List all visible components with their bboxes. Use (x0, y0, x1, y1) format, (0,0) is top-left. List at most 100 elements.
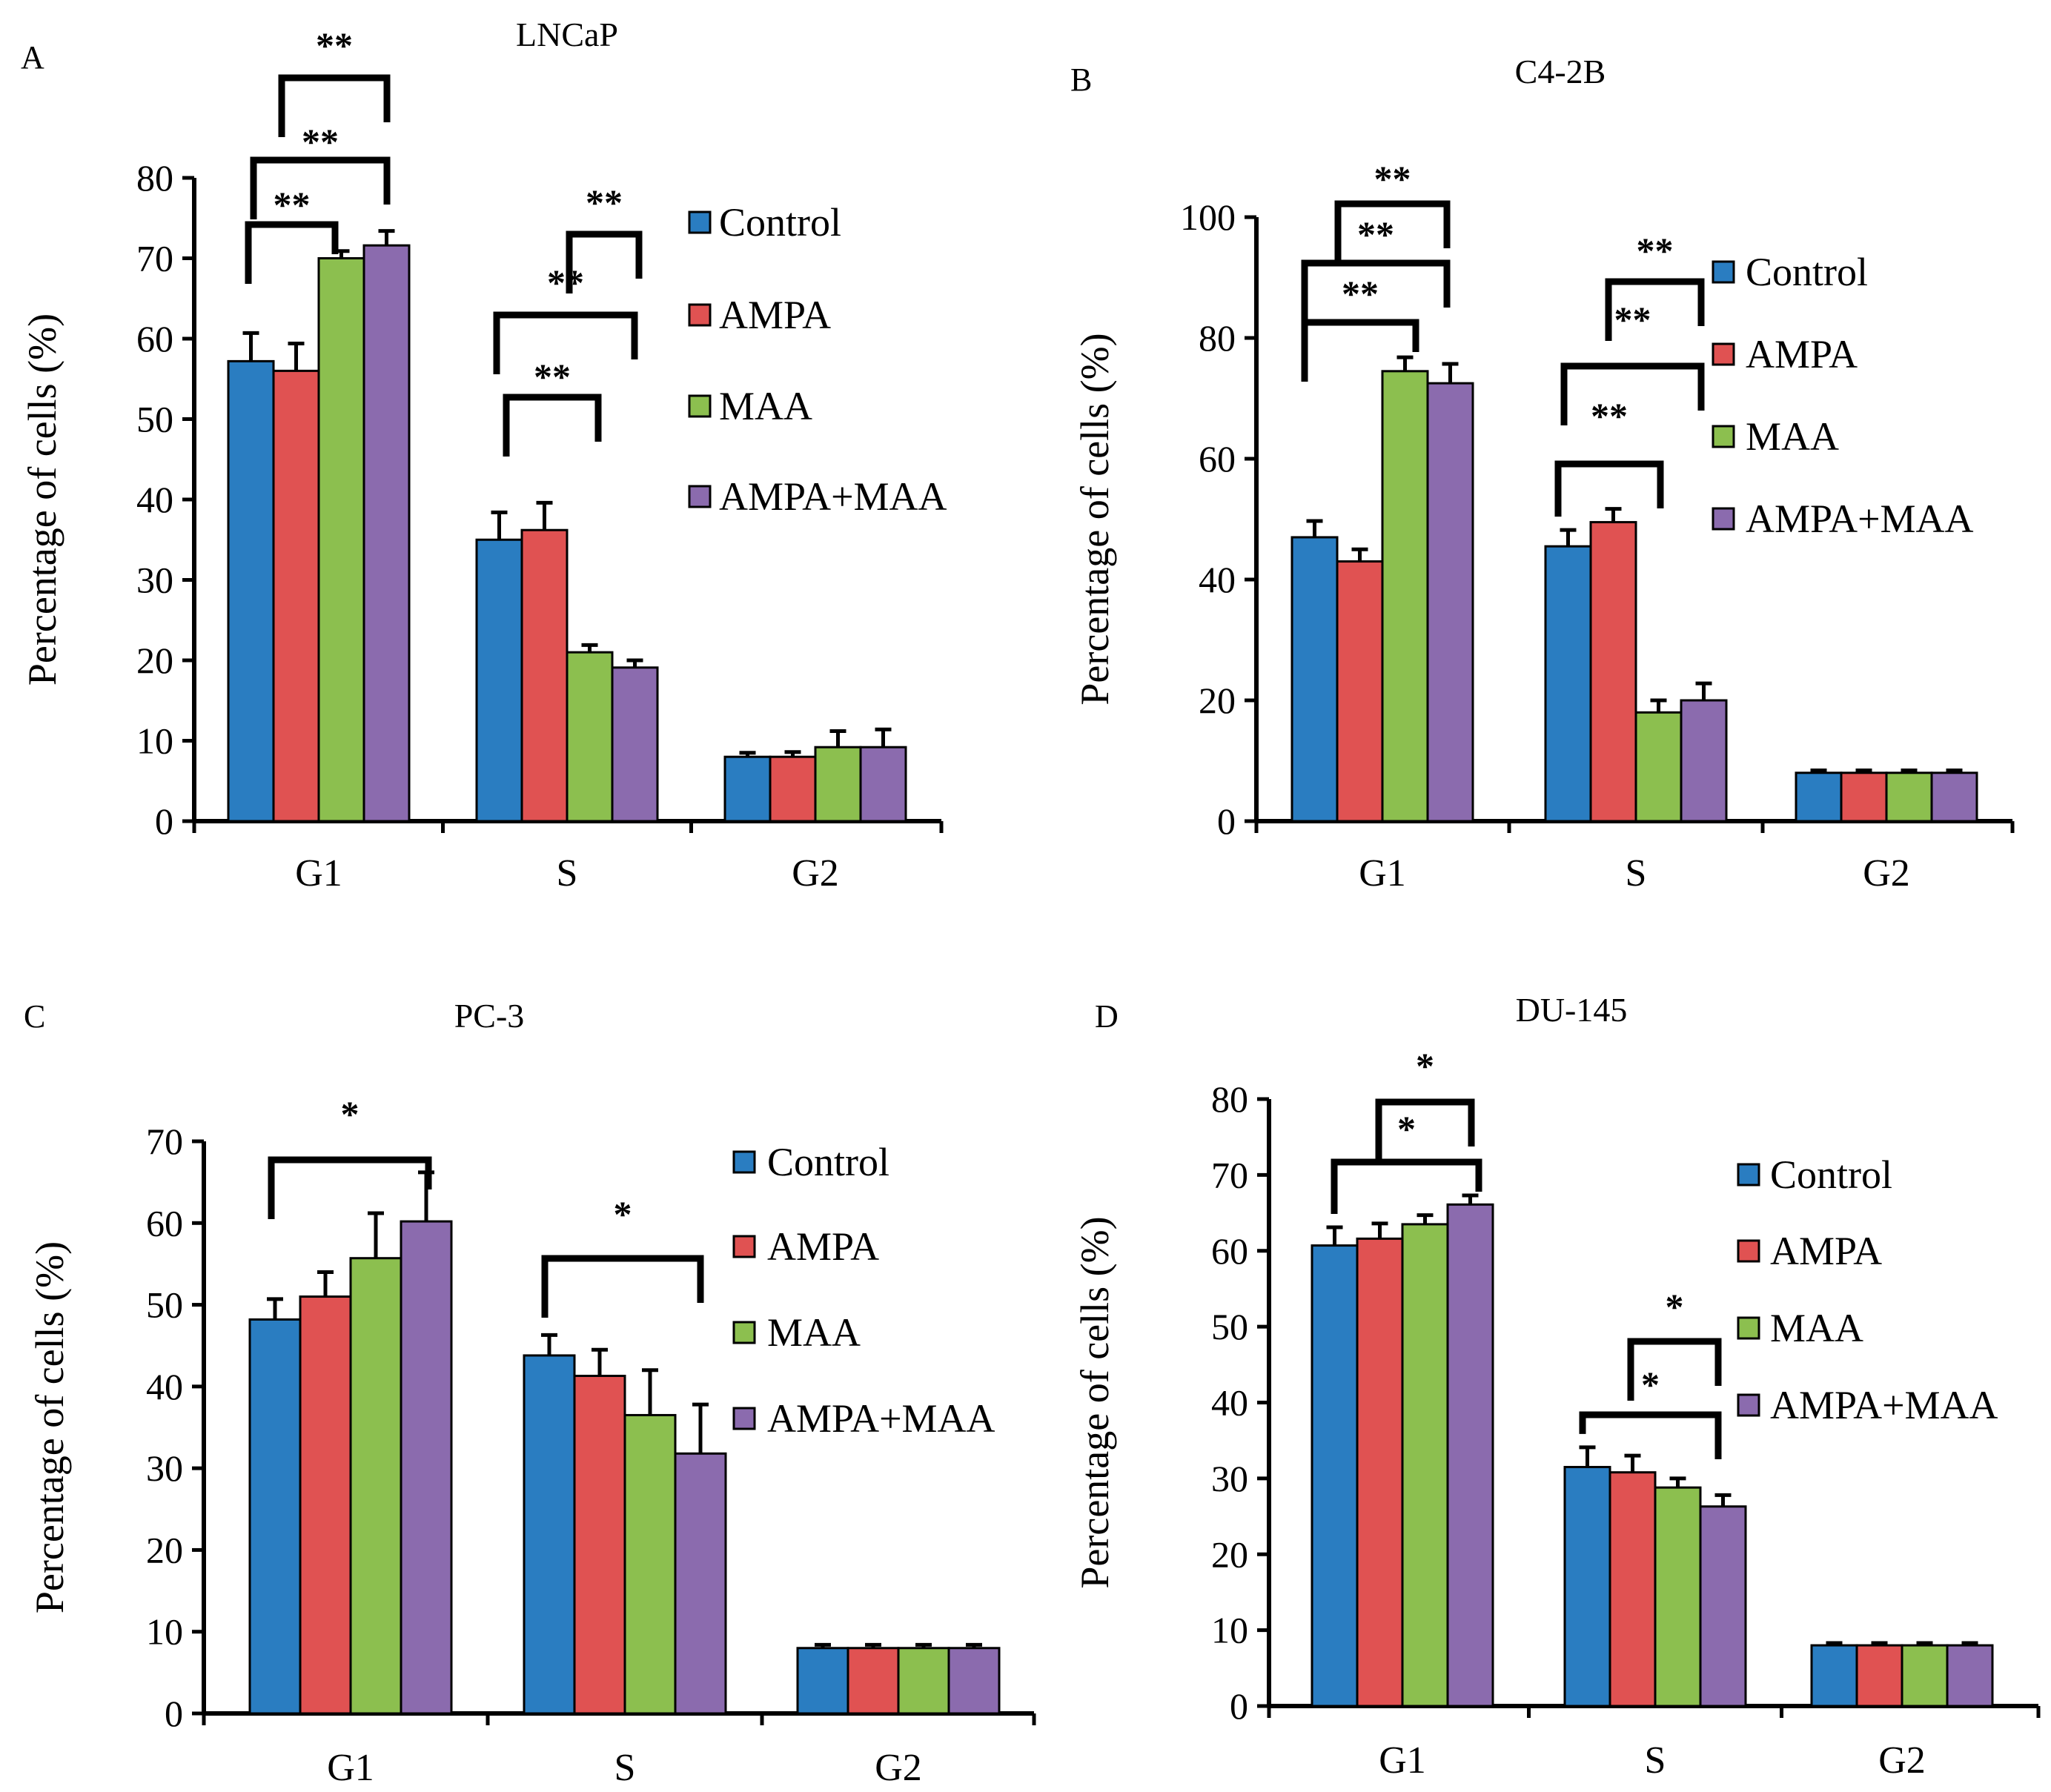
y-tick-label: 40 (1199, 559, 1236, 600)
y-tick-label: 20 (146, 1529, 183, 1570)
bar-ampa-s (1608, 1471, 1657, 1708)
bar-ampa-g2 (769, 755, 817, 823)
legend-swatch (688, 210, 712, 234)
bar-maa-g1 (349, 1257, 402, 1715)
bar-maa-g2 (1901, 1644, 1949, 1708)
significance-bracket (541, 1255, 704, 1318)
legend-swatch (1712, 425, 1735, 448)
panel-letter: C (24, 998, 45, 1035)
bar-ampa-g1 (299, 1295, 352, 1715)
legend-swatch (1737, 1239, 1760, 1263)
bar-ampa-g2 (846, 1647, 900, 1715)
significance-bracket (1554, 460, 1664, 517)
bar-ampa-g2 (1840, 771, 1888, 823)
bar-control-s (1544, 545, 1592, 823)
y-tick-label: 50 (146, 1284, 183, 1326)
significance-label: ** (302, 121, 339, 162)
bar-control-g1 (227, 359, 275, 823)
y-tick-label: 60 (146, 1202, 183, 1244)
y-tick-label: 30 (136, 560, 173, 601)
bar-ampa-maa-g2 (859, 746, 907, 823)
bar-ampa-s (520, 528, 569, 823)
y-tick-label: 80 (1211, 1078, 1248, 1120)
bar-ampa-maa-g1 (1446, 1203, 1494, 1708)
significance-label: ** (1637, 230, 1674, 271)
significance-label: ** (316, 24, 353, 66)
legend-entry: AMPA (1770, 1229, 1882, 1273)
bar-control-s (1563, 1466, 1611, 1708)
legend-entry: AMPA (719, 293, 831, 337)
bar-ampa-maa-s (1680, 699, 1728, 823)
legend-swatch (732, 1150, 756, 1174)
bar-maa-s (623, 1413, 677, 1715)
legend-swatch (1737, 1316, 1760, 1340)
x-tick-label: G2 (875, 1747, 922, 1789)
significance-bracket (1560, 362, 1705, 425)
y-tick-label: 10 (146, 1611, 183, 1653)
bar-ampa-maa-s (611, 666, 659, 823)
bar-maa-g2 (814, 746, 862, 823)
y-tick-label: 0 (165, 1693, 183, 1734)
y-tick-label: 80 (1199, 317, 1236, 359)
x-tick-label: S (1645, 1739, 1666, 1782)
y-axis-label: Percentage of cells (%) (1073, 333, 1117, 705)
legend-entry: MAA (1770, 1306, 1863, 1350)
legend-entry: Control (719, 200, 841, 245)
legend-entry: AMPA (767, 1224, 879, 1269)
y-tick-label: 60 (1211, 1230, 1248, 1272)
legend-entry: AMPA+MAA (719, 474, 947, 519)
bar-control-g2 (723, 755, 772, 823)
chart-panel-a: A LNCaP Percentage of cells (%) 0 10 20 30 40 50… (20, 16, 947, 895)
y-tick-label: 20 (1199, 680, 1236, 721)
legend-entry: AMPA (1746, 332, 1858, 376)
significance-bracket (566, 230, 643, 293)
y-tick-label: 10 (136, 720, 173, 762)
x-tick-label: G1 (295, 852, 342, 895)
bar-control-g1 (248, 1318, 302, 1715)
y-tick-label: 40 (136, 479, 173, 520)
bar-maa-g2 (897, 1647, 950, 1715)
legend-entry: Control (1746, 250, 1868, 294)
legend-swatch (1712, 342, 1735, 366)
y-tick-label: 30 (1211, 1458, 1248, 1499)
legend-swatch (688, 303, 712, 327)
y-tick-label: 0 (1230, 1685, 1248, 1727)
bar-maa-g1 (1401, 1223, 1449, 1708)
panel-letter: B (1070, 62, 1092, 98)
legend-entry: AMPA+MAA (767, 1396, 995, 1441)
legend-swatch (1712, 260, 1735, 284)
significance-label: * (1666, 1286, 1684, 1327)
x-tick-label: G2 (1863, 852, 1910, 895)
significance-bracket (1301, 259, 1451, 322)
significance-label: ** (1374, 158, 1411, 199)
y-axis-label: Percentage of cells (%) (1073, 1216, 1117, 1588)
x-tick-label: S (614, 1747, 636, 1789)
significance-bracket (245, 221, 339, 284)
bar-ampa-maa-g2 (1946, 1644, 1994, 1708)
y-tick-label: 70 (136, 238, 173, 279)
legend-swatch (1737, 1393, 1760, 1417)
bar-control-g1 (1290, 536, 1339, 823)
significance-label: * (614, 1193, 632, 1235)
bar-control-s (475, 538, 523, 823)
significance-bracket (1579, 1411, 1722, 1459)
bar-ampa-maa-g2 (947, 1647, 1001, 1715)
legend-entry: MAA (719, 384, 812, 428)
y-axis-label: Percentage of cells (%) (27, 1241, 72, 1613)
legend-entry: Control (1770, 1152, 1892, 1197)
y-tick-label: 40 (1211, 1382, 1248, 1424)
chart-panel-b: B C4-2B Percentage of cells (%) 0 20 40 60 80 10… (1070, 53, 2015, 895)
legend-entry: AMPA+MAA (1746, 497, 1974, 541)
bar-ampa-g1 (1356, 1237, 1404, 1708)
significance-label: ** (1357, 213, 1394, 255)
y-tick-label: 70 (1211, 1154, 1248, 1195)
bar-maa-g1 (1381, 370, 1429, 823)
significance-bracket (1334, 200, 1451, 263)
significance-label: ** (1614, 299, 1651, 340)
bar-control-g2 (1795, 771, 1843, 823)
significance-label: ** (1342, 273, 1379, 314)
significance-bracket (250, 156, 391, 219)
y-tick-label: 80 (136, 157, 173, 199)
x-tick-label: G1 (1359, 852, 1406, 895)
y-tick-label: 0 (1217, 800, 1236, 842)
